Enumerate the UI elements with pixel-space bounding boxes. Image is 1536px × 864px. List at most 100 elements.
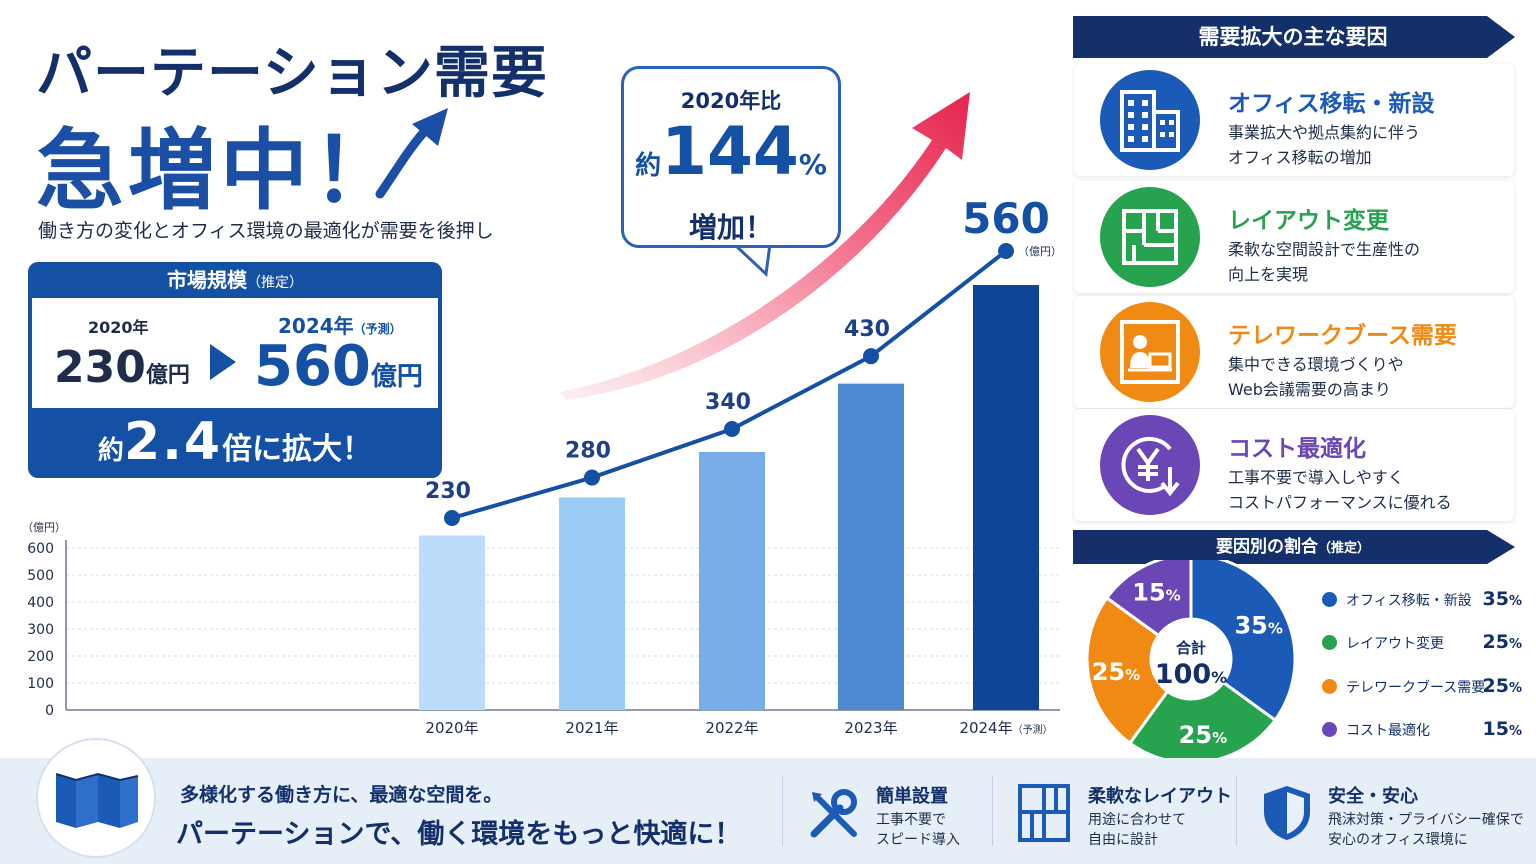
yen-cost-icon: [1121, 436, 1180, 497]
legend-cost: コスト最適化 15%: [1322, 718, 1522, 742]
bar-2023年: [838, 383, 904, 710]
growth-trend-arrow: [560, 92, 970, 400]
factor-circle-cost: [1100, 415, 1200, 515]
callout-unit: %: [798, 148, 827, 181]
factor-circle-office: [1100, 70, 1200, 170]
factors-ribbon: [1073, 16, 1515, 58]
shield-icon: [1264, 786, 1310, 840]
tools-icon: [810, 789, 857, 838]
market-from-value: 230: [54, 342, 146, 393]
feature-desc-safety: 飛沫対策・プライバシー確保で 安心のオフィス環境に: [1328, 810, 1524, 850]
legend-pct-office: 35%: [1482, 588, 1522, 610]
factor-desc-office: 事業拡大や拠点集約に伴う オフィス移転の増加: [1228, 120, 1420, 170]
market-size-body: 2020年 230億円 2024年（予測） 560億円: [32, 298, 438, 408]
market-from-unit: 億円: [145, 363, 190, 388]
legend-pct-layout: 25%: [1482, 631, 1522, 653]
footer-line1: 多様化する働き方に、最適な空間を。: [180, 784, 503, 806]
footer-divider: [782, 776, 783, 846]
floorplan-icon: [1122, 209, 1178, 265]
factor-desc-layout: 柔軟な空間設計で生産性の 向上を実現: [1228, 237, 1420, 287]
factor-desc-telework-1: 集中できる環境づくりや: [1228, 355, 1404, 374]
market-heading-note: （推定）: [247, 275, 303, 291]
factor-title-cost: コスト最適化: [1228, 436, 1366, 462]
bar-2024年: [973, 285, 1039, 710]
pie-slice-label-unit: %: [1212, 729, 1227, 747]
factor-title-telework: テレワークブース需要: [1228, 323, 1457, 349]
legend-label-office: オフィス移転・新設: [1346, 593, 1472, 609]
x-tick-label: 2024年（予測）: [959, 719, 1052, 737]
partition-icon: [55, 772, 139, 828]
bar-2020年: [419, 535, 485, 710]
factors-heading: 需要拡大の主な要因: [1198, 25, 1388, 49]
data-label: 280: [565, 439, 611, 464]
y-tick-label: 0: [45, 703, 54, 719]
market-growth: 約2.4倍に拡大！: [28, 412, 442, 472]
telework-booth-icon: [1120, 320, 1180, 384]
pie-slice-1: [1127, 680, 1278, 758]
factor-desc-office-1: 事業拡大や拠点集約に伴う: [1228, 123, 1421, 142]
footer-band: 多様化する働き方に、最適な空間を。 パーテーションで、働く環境をもっと快適に！ …: [0, 738, 1536, 864]
factor-card-telework: テレワークブース需要 集中できる環境づくりや Web会議需要の高まり: [1074, 296, 1514, 408]
footer-divider: [992, 776, 993, 846]
feature-desc-safety-2: 安心のオフィス環境に: [1328, 832, 1468, 848]
pie-slice-2: [1085, 595, 1170, 746]
page-subtitle: 働き方の変化とオフィス環境の最適化が需要を後押し: [38, 220, 494, 242]
callout-line1: 2020年比: [680, 89, 782, 113]
legend-label-cost: コスト最適化: [1346, 723, 1430, 739]
legend-label-telework: テレワークブース需要: [1346, 680, 1486, 696]
x-tick-label: 2022年: [705, 719, 758, 737]
factor-circle-telework: [1100, 302, 1200, 402]
growth-callout: 2020年比 約144% 増加！: [621, 66, 841, 248]
feature-desc-install: 工事不要で スピード導入: [876, 810, 960, 850]
y-tick-label: 100: [27, 676, 54, 692]
trend-point: [584, 469, 600, 486]
legend-pct-value: 25: [1482, 631, 1509, 653]
x-tick-label: 2023年: [844, 719, 897, 737]
market-to-amount: 560億円: [254, 334, 423, 399]
factor-card-office: オフィス移転・新設 事業拡大や拠点集約に伴う オフィス移転の増加: [1074, 64, 1514, 176]
feature-title-install: 簡単設置: [876, 786, 948, 807]
layout-grid-icon: [1018, 784, 1070, 842]
trend-point: [724, 421, 740, 437]
market-to-unit: 億円: [370, 362, 423, 392]
growth-value: 2.4: [123, 412, 223, 472]
market-size-heading: 市場規模（推定）: [28, 262, 442, 298]
factor-title-office: オフィス移転・新設: [1228, 91, 1435, 117]
pie-heading: 要因別の割合（推定）: [1073, 530, 1513, 564]
pie-slice-label-unit: %: [1125, 666, 1140, 684]
growth-prefix: 約: [97, 436, 124, 466]
market-bar-chart: （億円） 0 100 200 300 400 500 600 2020年 2021年 2022年 2…: [22, 92, 1062, 737]
market-to-note: （予測）: [353, 322, 402, 336]
pie-slice-0: [1189, 560, 1297, 723]
pie-title-note: （推定）: [1317, 541, 1370, 556]
x-tick-note: （予測）: [1013, 723, 1053, 736]
market-from-amount: 230億円: [54, 342, 190, 393]
triangle-arrow-icon: [210, 344, 236, 380]
pie-slice-label: 25%: [1092, 658, 1140, 686]
rising-arrow-icon: [375, 108, 448, 199]
legend-telework: テレワークブース需要 25%: [1322, 675, 1522, 699]
legend-label-layout: レイアウト変更: [1346, 636, 1444, 652]
factor-card-cost: コスト最適化 工事不要で導入しやすく コストパフォーマンスに優れる: [1074, 409, 1514, 521]
pie-slice-3: [1104, 560, 1193, 638]
callout-prefix: 約: [635, 151, 662, 181]
legend-dot-office: [1322, 592, 1337, 607]
legend-dot-layout: [1322, 635, 1337, 650]
factor-desc-telework-2: Web会議需要の高まり: [1228, 380, 1391, 399]
page-title: パーテーション需要: [36, 41, 548, 106]
trend-point: [444, 510, 460, 526]
factor-desc-telework: 集中できる環境づくりや Web会議需要の高まり: [1228, 352, 1404, 402]
bar-2022年: [699, 451, 765, 710]
callout-value: 144: [661, 113, 799, 190]
legend-pct-value: 25: [1482, 675, 1509, 697]
growth-suffix: 倍に拡大！: [222, 432, 373, 467]
pie-ribbon: [1073, 530, 1515, 564]
pie-slice-label-unit: %: [1166, 586, 1181, 604]
factor-desc-layout-2: 向上を実現: [1228, 265, 1309, 284]
pie-center-label: 合計: [1175, 639, 1206, 657]
factor-desc-layout-1: 柔軟な空間設計で生産性の: [1228, 240, 1421, 259]
x-tick-label: 2021年: [565, 719, 618, 737]
factor-desc-cost-1: 工事不要で導入しやすく: [1228, 468, 1404, 487]
y-tick-label: 200: [27, 649, 54, 665]
